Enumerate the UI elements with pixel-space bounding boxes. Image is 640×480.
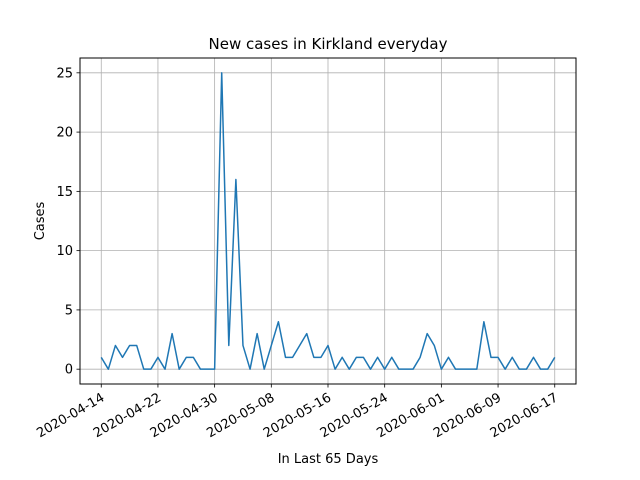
- y-tick-label: 15: [56, 185, 73, 200]
- series-layer: [100, 72, 556, 370]
- y-axis-label: Cases: [33, 201, 48, 240]
- y-tick-label: 20: [56, 126, 73, 141]
- y-tick-label: 25: [56, 66, 73, 81]
- y-tick-label: 5: [65, 303, 73, 318]
- x-axis: 2020-04-142020-04-222020-04-302020-05-08…: [34, 384, 561, 441]
- y-axis: 0 5 10 15 20 25: [56, 66, 80, 378]
- chart-title: New cases in Kirkland everyday: [209, 35, 448, 53]
- grid-lines: [80, 58, 576, 384]
- y-tick-label: 10: [56, 244, 73, 259]
- series-line: [100, 72, 556, 370]
- y-tick-label: 0: [65, 363, 73, 378]
- x-axis-label: In Last 65 Days: [278, 452, 379, 467]
